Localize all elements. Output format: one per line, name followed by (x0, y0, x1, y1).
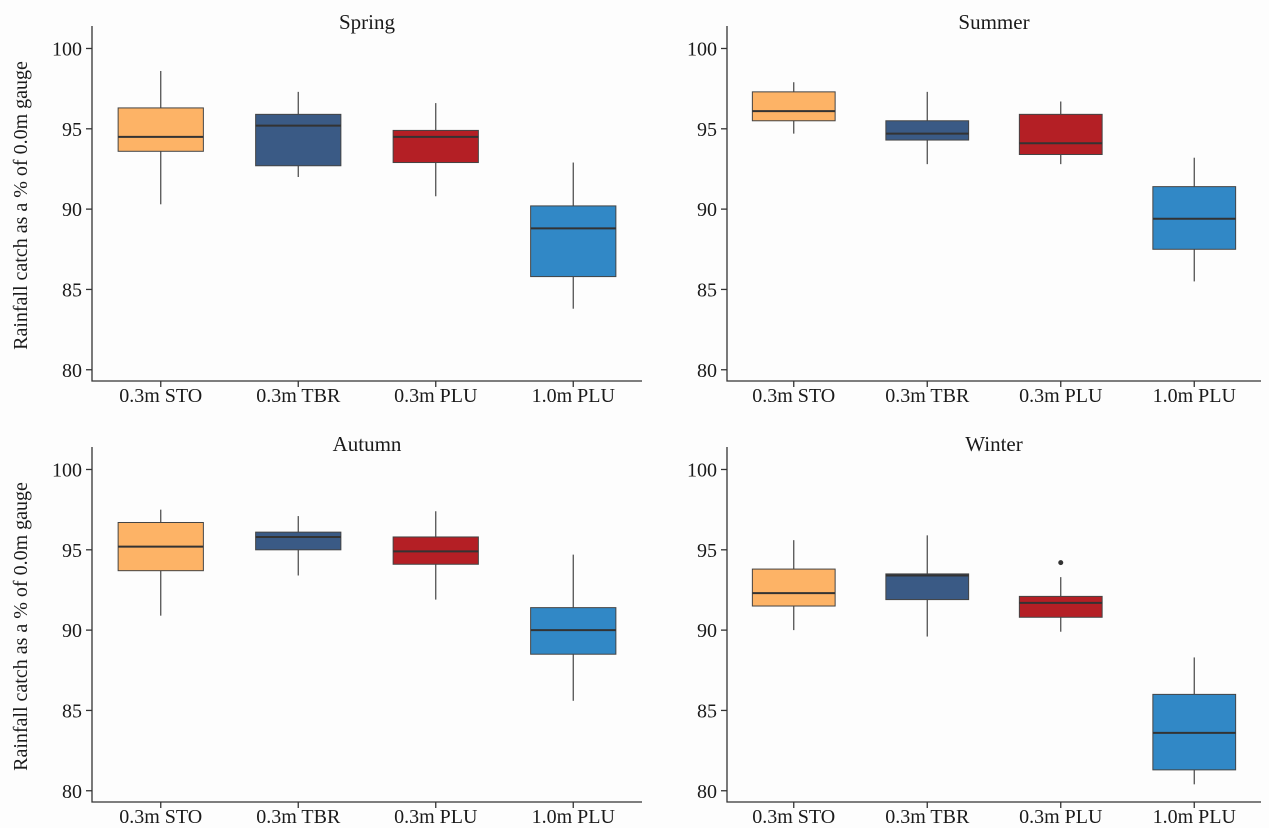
axis-lines (91, 26, 642, 382)
y-tick-label: 80 (697, 360, 717, 382)
y-axis-label: Rainfall catch as a % of 0.0m gauge (10, 61, 32, 350)
axis-lines (91, 447, 642, 803)
x-tick-label: 0.3m STO (752, 806, 835, 828)
box-1-0m-plu (530, 162, 617, 309)
box-0-3m-plu (392, 103, 479, 197)
box-body (530, 205, 617, 278)
y-tick-label: 90 (62, 620, 82, 642)
box-0-3m-plu (392, 511, 479, 600)
box-0-3m-tbr (885, 535, 970, 637)
chart-panel-winter: Winter 80 85 90 95 100 0.3m STO 0.3m TBR 0.3m PL… (687, 432, 1261, 828)
box-body (255, 113, 342, 167)
y-tick-label: 100 (687, 459, 717, 481)
box-0-3m-sto (751, 540, 836, 631)
box-0-3m-tbr (255, 516, 342, 576)
y-tick-label: 100 (52, 38, 82, 60)
box-body (751, 568, 836, 607)
x-tick-label: 0.3m STO (752, 385, 835, 407)
box-0-3m-sto (751, 82, 836, 134)
y-tick-label: 90 (697, 199, 717, 221)
x-tick-label: 0.3m PLU (394, 385, 478, 407)
box-1-0m-plu (1152, 157, 1237, 282)
y-tick-label: 95 (697, 119, 717, 141)
x-tick-label: 0.3m TBR (885, 385, 970, 407)
y-tick-label: 85 (697, 700, 717, 722)
x-tick-label: 0.3m PLU (1019, 385, 1103, 407)
box-0-3m-plu (1018, 101, 1103, 165)
x-tick-label: 0.3m PLU (394, 806, 478, 828)
y-tick-label: 95 (697, 540, 717, 562)
x-tick-label: 1.0m PLU (1153, 806, 1237, 828)
box-0-3m-sto (117, 509, 204, 616)
y-tick-label: 90 (62, 199, 82, 221)
y-tick-label: 85 (62, 700, 82, 722)
box-1-0m-plu (530, 554, 617, 701)
box-0-3m-tbr (885, 91, 970, 165)
x-tick-label: 0.3m TBR (256, 385, 341, 407)
axis-lines (726, 447, 1261, 803)
axis-lines (726, 26, 1261, 382)
box-1-0m-plu (1152, 657, 1237, 785)
x-tick-label: 0.3m TBR (885, 806, 970, 828)
y-tick-label: 95 (62, 119, 82, 141)
box-body (751, 91, 836, 122)
outlier-point (1058, 560, 1064, 566)
y-tick-label: 80 (62, 781, 82, 803)
box-body (885, 120, 970, 141)
panel-title: Autumn (333, 432, 402, 456)
x-tick-label: 1.0m PLU (532, 385, 616, 407)
y-tick-label: 90 (697, 620, 717, 642)
box-body (392, 129, 479, 164)
x-tick-label: 0.3m PLU (1019, 806, 1103, 828)
y-tick-label: 85 (62, 279, 82, 301)
y-tick-label: 100 (687, 38, 717, 60)
y-axis-label: Rainfall catch as a % of 0.0m gauge (10, 482, 32, 771)
panel-title: Winter (965, 432, 1022, 456)
box-body (117, 107, 204, 152)
x-tick-label: 0.3m STO (119, 806, 202, 828)
chart-panel-spring: Spring 80 85 90 95 100 Rainfall catch as a % o… (10, 10, 642, 407)
chart-panel-autumn: Autumn 80 85 90 95 100 Rainfall catch as a % o… (10, 432, 642, 828)
box-body (1018, 595, 1103, 618)
box-body (1018, 113, 1103, 156)
box-body (885, 573, 970, 601)
y-tick-label: 95 (62, 540, 82, 562)
y-tick-label: 80 (697, 781, 717, 803)
y-tick-label: 80 (62, 360, 82, 382)
x-tick-label: 0.3m TBR (256, 806, 341, 828)
x-tick-label: 1.0m PLU (1153, 385, 1237, 407)
box-body (255, 531, 342, 551)
box-0-3m-tbr (255, 91, 342, 177)
y-tick-label: 85 (697, 279, 717, 301)
x-tick-label: 1.0m PLU (532, 806, 616, 828)
box-0-3m-plu (1018, 560, 1103, 632)
chart-panel-summer: Summer 80 85 90 95 100 0.3m STO 0.3m TBR 0.3m PL… (687, 10, 1261, 407)
y-tick-label: 100 (52, 459, 82, 481)
box-0-3m-sto (117, 70, 204, 205)
panel-title: Summer (958, 10, 1029, 34)
panel-title: Spring (339, 10, 396, 34)
x-tick-label: 0.3m STO (119, 385, 202, 407)
